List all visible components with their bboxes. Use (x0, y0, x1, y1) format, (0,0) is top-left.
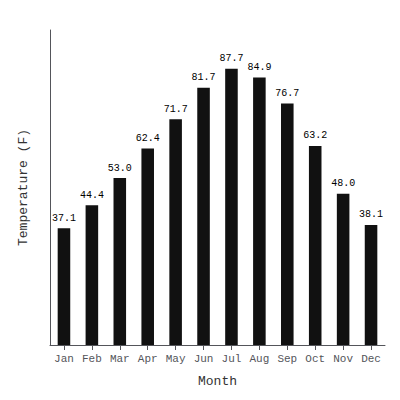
svg-text:Dec: Dec (361, 353, 381, 365)
svg-text:Aug: Aug (249, 353, 269, 365)
svg-text:48.0: 48.0 (331, 178, 355, 189)
svg-text:71.7: 71.7 (164, 104, 188, 115)
svg-text:63.2: 63.2 (303, 130, 327, 141)
svg-text:76.7: 76.7 (275, 88, 299, 99)
svg-text:Oct: Oct (305, 353, 325, 365)
svg-text:81.7: 81.7 (192, 72, 216, 83)
svg-text:Apr: Apr (138, 353, 158, 365)
svg-text:53.0: 53.0 (108, 163, 132, 174)
svg-text:44.4: 44.4 (80, 190, 104, 201)
svg-text:37.1: 37.1 (52, 213, 76, 224)
svg-text:Nov: Nov (333, 353, 353, 365)
svg-text:Temperature (F): Temperature (F) (16, 129, 31, 246)
svg-text:84.9: 84.9 (247, 62, 271, 73)
svg-text:Jul: Jul (222, 353, 242, 365)
svg-text:Mar: Mar (110, 353, 130, 365)
svg-text:87.7: 87.7 (219, 53, 243, 64)
svg-text:Month: Month (198, 374, 237, 389)
svg-text:Jun: Jun (194, 353, 214, 365)
svg-text:Sep: Sep (277, 353, 297, 365)
svg-text:Jan: Jan (54, 353, 74, 365)
svg-text:May: May (166, 353, 186, 365)
svg-text:62.4: 62.4 (136, 133, 160, 144)
svg-text:38.1: 38.1 (359, 209, 383, 220)
svg-text:Feb: Feb (82, 353, 102, 365)
